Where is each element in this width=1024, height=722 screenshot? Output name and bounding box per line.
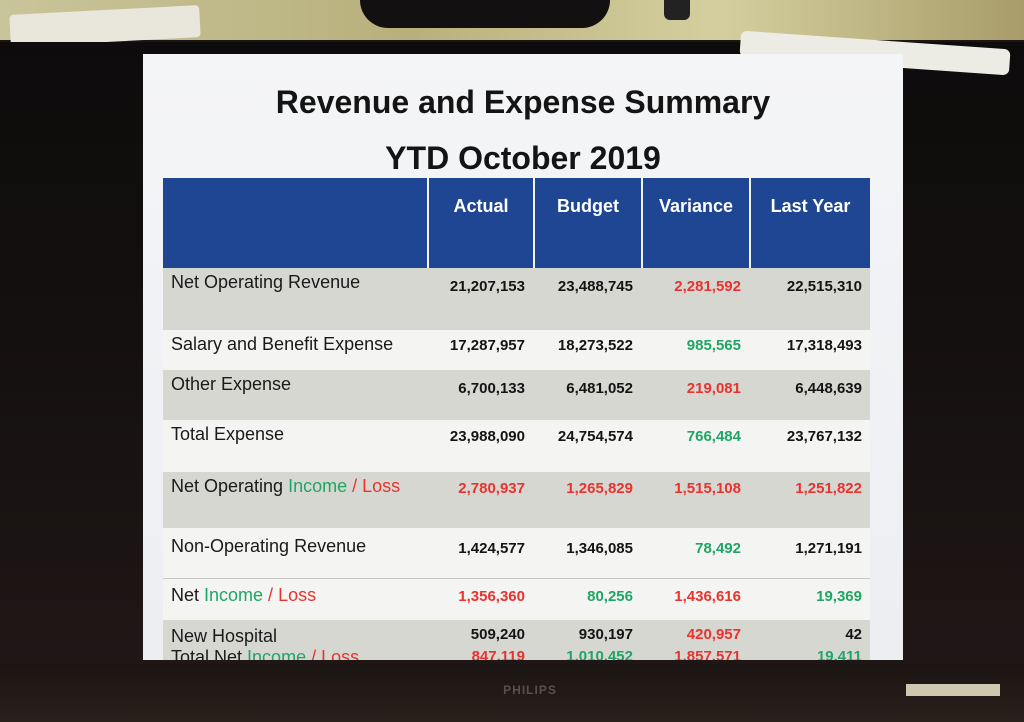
row-label: Non-Operating Revenue	[171, 536, 367, 556]
mount-clip	[664, 0, 690, 20]
table-row: New Hospital 509,240 930,197 420,957 42	[163, 620, 870, 660]
value-variance: 219,081	[686, 380, 741, 397]
value-budget: 6,481,052	[566, 380, 633, 397]
header-actual: Actual	[429, 178, 533, 272]
row-label: Other Expense	[171, 374, 292, 394]
value-variance: 78,492	[695, 540, 741, 557]
value-last-year: 1,271,191	[795, 540, 862, 557]
value-budget: 18,273,522	[557, 337, 633, 354]
value-actual: 17,287,957	[449, 337, 525, 354]
row-label: Total Expense	[171, 424, 285, 444]
table-row: Total Net Income / Loss 847,119 1,010,45…	[163, 644, 870, 660]
value-actual: 509,240	[470, 626, 525, 643]
row-label: New Hospital	[171, 626, 278, 646]
table-row: Other Expense 6,700,133 6,481,052 219,08…	[163, 370, 870, 420]
value-last-year: 17,318,493	[786, 337, 862, 354]
value-actual: 1,356,360	[458, 588, 525, 605]
table-row: Net Operating Income / Loss 2,780,937 1,…	[163, 472, 870, 528]
slide-screen: Revenue and Expense Summary YTD October …	[143, 54, 903, 660]
table-row: Salary and Benefit Expense 17,287,957 18…	[163, 330, 870, 370]
slide-subtitle: YTD October 2019	[385, 140, 661, 176]
row-label: Salary and Benefit Expense	[171, 334, 394, 354]
header-blank	[163, 178, 427, 272]
value-variance: 2,281,592	[674, 278, 741, 295]
value-last-year: 19,411	[816, 648, 862, 660]
value-variance: 985,565	[686, 337, 741, 354]
row-label: Net Operating Revenue	[171, 272, 361, 292]
value-last-year: 22,515,310	[786, 278, 862, 295]
value-budget: 1,346,085	[566, 540, 633, 557]
value-budget: 1,010,452	[566, 648, 633, 660]
value-variance: 1,857,571	[674, 648, 741, 660]
value-actual: 2,780,937	[458, 480, 525, 497]
table-row: Non-Operating Revenue 1,424,577 1,346,08…	[163, 528, 870, 578]
value-last-year: 19,369	[816, 588, 862, 605]
header-budget: Budget	[535, 178, 641, 272]
value-actual: 6,700,133	[458, 380, 525, 397]
mount-bracket	[360, 0, 610, 28]
value-actual: 847,119	[471, 648, 525, 660]
value-variance: 420,957	[686, 626, 741, 643]
value-actual: 1,424,577	[458, 540, 525, 557]
row-label: Net Operating Income / Loss	[171, 476, 401, 496]
value-actual: 23,988,090	[449, 428, 525, 445]
value-variance: 1,436,616	[674, 588, 741, 605]
value-budget: 23,488,745	[557, 278, 633, 295]
value-variance: 1,515,108	[674, 480, 741, 497]
value-last-year: 6,448,639	[795, 380, 862, 397]
value-budget: 930,197	[578, 626, 633, 643]
row-label: Net Income / Loss	[171, 585, 317, 605]
value-last-year: 42	[845, 626, 862, 643]
value-last-year: 1,251,822	[795, 480, 862, 497]
value-budget: 80,256	[587, 588, 633, 605]
table-row: Net Operating Revenue 21,207,153 23,488,…	[163, 268, 870, 330]
header-variance: Variance	[643, 178, 749, 272]
monitor-sticker	[906, 684, 1000, 696]
table-row: Total Expense 23,988,090 24,754,574 766,…	[163, 420, 870, 472]
header-last-year: Last Year	[751, 178, 870, 272]
table-row: Net Income / Loss 1,356,360 80,256 1,436…	[163, 578, 870, 621]
monitor-brand-logo: PHILIPS	[503, 683, 557, 697]
value-actual: 21,207,153	[449, 278, 525, 295]
value-budget: 1,265,829	[566, 480, 633, 497]
value-budget: 24,754,574	[557, 428, 633, 445]
value-variance: 766,484	[686, 428, 741, 445]
value-last-year: 23,767,132	[786, 428, 862, 445]
row-label: Total Net Income / Loss	[171, 647, 360, 660]
slide-title: Revenue and Expense Summary	[275, 84, 771, 120]
monitor-bezel	[0, 664, 1024, 722]
